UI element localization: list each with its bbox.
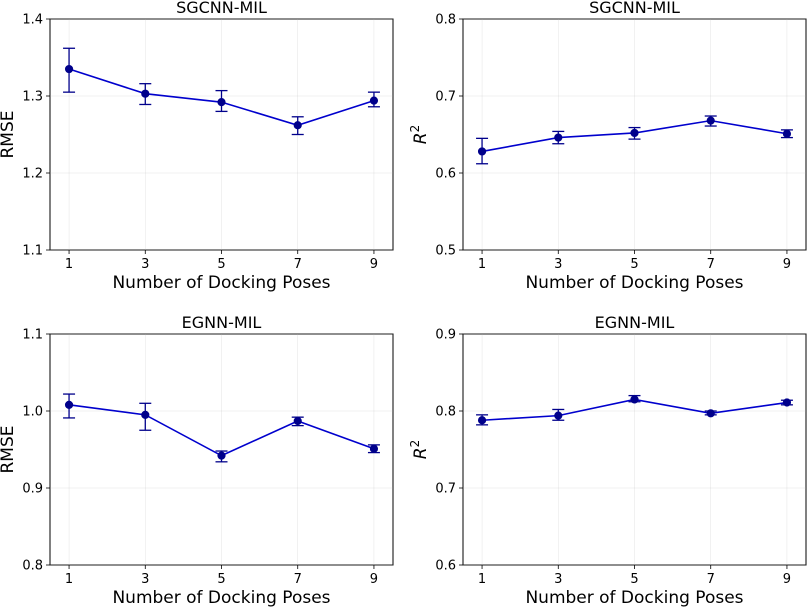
bottom-right-title: EGNN-MIL: [595, 313, 675, 332]
bottom-left-xlabel: Number of Docking Poses: [112, 588, 330, 608]
top-right-ylabel: R2: [408, 125, 431, 144]
top-left-ylabel: RMSE: [0, 110, 18, 158]
top-left-xtick-label: 9: [370, 257, 378, 272]
bottom-right-ytick-label: 0.7: [435, 482, 456, 497]
top-right-xlabel: Number of Docking Poses: [525, 273, 743, 293]
top-left-data-point: [64, 64, 74, 74]
bottom-left-xtick-label: 9: [370, 572, 378, 587]
bottom-right-data-point: [554, 411, 563, 420]
bottom-left-ytick-label: 1.0: [22, 405, 43, 420]
bottom-right-xtick-label: 7: [707, 572, 715, 587]
bottom-right-xtick-label: 5: [630, 572, 638, 587]
bottom-left-xtick-label: 7: [294, 572, 302, 587]
top-right-chart: 0.5 0.6 0.7 0.8 1 3 5 7 9 SGCNN-MIL Number of Dock…: [408, 0, 807, 293]
bottom-right-data-point: [782, 398, 792, 407]
bottom-right-data-point: [706, 409, 715, 418]
bottom-left-chart: 0.8 0.9 1.0 1.1 1 3 5 7 9 EGNN-MIL Number of Docki…: [0, 313, 394, 608]
top-left-ytick-label: 1.4: [22, 13, 43, 28]
bottom-left-plot-area: [49, 333, 394, 566]
top-left-data-point: [141, 89, 150, 98]
bottom-right-xtick-label: 1: [478, 572, 486, 587]
top-left-plot-area: [49, 18, 394, 251]
bottom-left-ylabel: RMSE: [0, 425, 18, 473]
top-right-ytick-label: 0.7: [435, 90, 456, 105]
top-left-ytick-label: 1.3: [22, 90, 43, 105]
top-left-xtick-label: 7: [294, 257, 302, 272]
bottom-right-xtick-label: 3: [554, 572, 562, 587]
bottom-right-data-point: [477, 416, 487, 425]
bottom-left-xtick-label: 5: [217, 572, 225, 587]
top-right-xtick-label: 7: [707, 257, 715, 272]
bottom-left-data-point: [369, 444, 379, 453]
bottom-right-xlabel: Number of Docking Poses: [525, 588, 743, 608]
top-right-ytick-label: 0.6: [435, 167, 456, 182]
top-right-ytick-label: 0.8: [435, 13, 456, 28]
bottom-left-xtick-label: 1: [65, 572, 73, 587]
bottom-right-ytick-label: 0.8: [435, 405, 456, 420]
bottom-left-ylabel-text: RMSE: [0, 425, 18, 473]
bottom-right-ytick-label: 0.9: [435, 328, 456, 343]
bottom-left-xtick-label: 3: [141, 572, 149, 587]
top-left-xtick-label: 5: [217, 257, 225, 272]
bottom-left-data-point: [141, 410, 150, 419]
top-right-xtick-label: 5: [630, 257, 638, 272]
top-right-data-point: [554, 133, 563, 142]
top-left-data-point: [217, 98, 226, 107]
top-right-xtick-label: 9: [783, 257, 791, 272]
top-left-xlabel: Number of Docking Poses: [112, 273, 330, 293]
bottom-left-ytick-label: 0.9: [22, 482, 43, 497]
bottom-left-data-point: [217, 451, 226, 460]
bottom-left-data-point: [64, 400, 74, 409]
bottom-right-data-point: [630, 395, 639, 404]
top-right-ylabel-text: R: [411, 132, 431, 144]
top-right-xtick-label: 3: [554, 257, 562, 272]
bottom-left-data-point: [293, 416, 302, 426]
top-left-xtick-label: 1: [65, 257, 73, 272]
top-left-data-point: [369, 96, 379, 105]
bottom-left-ytick-label: 0.8: [22, 559, 43, 574]
top-left-ytick-label: 1.2: [22, 167, 43, 182]
top-right-ytick-label: 0.5: [435, 244, 456, 259]
bottom-right-ylabel-text: R: [411, 447, 431, 459]
bottom-left-title: EGNN-MIL: [182, 313, 262, 332]
top-left-ytick-label: 1.1: [22, 244, 43, 259]
top-left-title: SGCNN-MIL: [176, 0, 267, 17]
bottom-right-ylabel: R2: [408, 440, 431, 459]
top-right-data-point: [706, 116, 715, 125]
top-right-title: SGCNN-MIL: [589, 0, 680, 17]
bottom-left-ytick-label: 1.1: [22, 328, 43, 343]
top-right-ylabel-sup: 2: [408, 125, 422, 133]
top-right-data-point: [477, 147, 487, 156]
top-left-ylabel-text: RMSE: [0, 110, 18, 158]
bottom-right-ylabel-sup: 2: [408, 440, 422, 448]
top-left-xtick-label: 3: [141, 257, 149, 272]
top-right-data-point: [630, 128, 639, 138]
bottom-right-xtick-label: 9: [783, 572, 791, 587]
top-right-data-point: [782, 129, 792, 138]
top-left-data-point: [293, 121, 302, 130]
bottom-right-chart: 0.6 0.7 0.8 0.9 1 3 5 7 9 EGNN-MIL Number of Docki…: [408, 313, 807, 608]
bottom-right-ytick-label: 0.6: [435, 559, 456, 574]
top-right-xtick-label: 1: [478, 257, 486, 272]
top-left-chart: 1.1 1.2 1.3 1.4 1 3 5 7 9 SGCNN-MIL Number of Dock…: [0, 0, 394, 293]
